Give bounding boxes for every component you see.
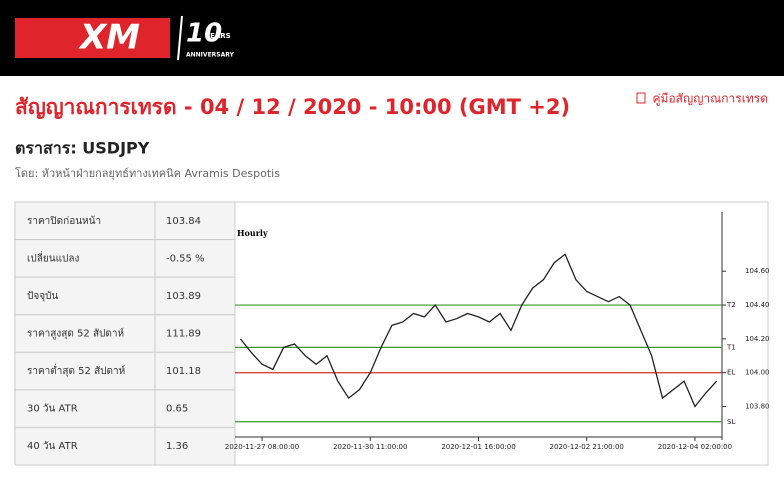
y-tick-label: 104.40 [745, 301, 770, 309]
table-cell [14, 351, 156, 391]
row-label: 40 วัน ATR [27, 441, 78, 452]
price-line [239, 253, 718, 408]
anniversary-text: ANNIVERSARY [186, 52, 235, 59]
table-cell [14, 389, 156, 428]
logo[interactable]: XM [78, 18, 140, 58]
table-cell [14, 426, 156, 466]
y-tick-label: 103.80 [745, 403, 770, 411]
pdf-icon [636, 92, 646, 104]
chart: Hourly 103.80 104.00 104.20 104.40 104.60 T2 T1… [225, 212, 770, 451]
guide-link[interactable]: คู่มือสัญญาณการเทรด [653, 92, 769, 107]
row-value: 1.36 [166, 441, 188, 452]
logo-box [15, 18, 170, 58]
logo-divider [177, 15, 183, 61]
level-label: EL [727, 369, 735, 377]
table-cell [154, 201, 236, 241]
y-tick-label: 104.60 [745, 267, 770, 275]
row-value: 111.89 [166, 329, 201, 340]
data-table: ราคาปิดก่อนหน้า 103.84 เปลี่ยนแปลง -0.55 % ป… [14, 201, 236, 466]
row-label: ราคาต่ำสุด 52 สัปดาห์ [27, 363, 125, 377]
anniversary-number: 10 [186, 19, 222, 49]
row-label: เปลี่ยนแปลง [27, 250, 80, 264]
row-value: 103.84 [166, 216, 201, 227]
level-label: T1 [726, 343, 736, 351]
table-cell [154, 239, 236, 278]
x-tick-label: 2020-12-02 21:00:00 [550, 443, 624, 451]
author: โดย: หัวหน้าฝ่ายกลยุทธ์ทางเทคนิค Avramis… [15, 166, 280, 180]
table-cell [154, 389, 236, 428]
table-cell [154, 351, 236, 391]
x-tick-label: 2020-11-27 08:00:00 [225, 443, 299, 451]
x-tick-label: 2020-12-01 16:00:00 [441, 443, 515, 451]
anniversary-years: YEARS [204, 32, 231, 40]
row-value: 101.18 [166, 366, 201, 377]
row-label: ราคาสูงสุด 52 สัปดาห์ [27, 328, 124, 340]
row-value: -0.55 % [166, 253, 205, 264]
table-cell [154, 426, 236, 466]
page-title: สัญญาณการเทรด - 04 / 12 / 2020 - 10:00 (… [15, 95, 570, 120]
level-label: SL [727, 418, 735, 426]
chart-title: Hourly [237, 228, 268, 238]
table-cell [14, 276, 156, 316]
y-tick-label: 104.00 [745, 369, 770, 377]
x-tick-label: 2020-11-30 11:00:00 [333, 443, 407, 451]
row-label: ปัจจุบัน [27, 291, 58, 302]
row-value: 103.89 [166, 291, 201, 302]
level-label: T2 [726, 301, 736, 309]
instrument: ตราสาร: USDJPY [15, 139, 150, 158]
row-label: ราคาปิดก่อนหน้า [27, 215, 101, 227]
y-tick-label: 104.20 [745, 335, 770, 343]
table-cell [154, 276, 236, 316]
x-tick-label: 2020-12-04 02:00:00 [658, 443, 732, 451]
chart-frame [234, 201, 769, 466]
table-cell [14, 314, 156, 353]
row-value: 0.65 [166, 404, 188, 415]
row-label: 30 วัน ATR [27, 404, 78, 415]
